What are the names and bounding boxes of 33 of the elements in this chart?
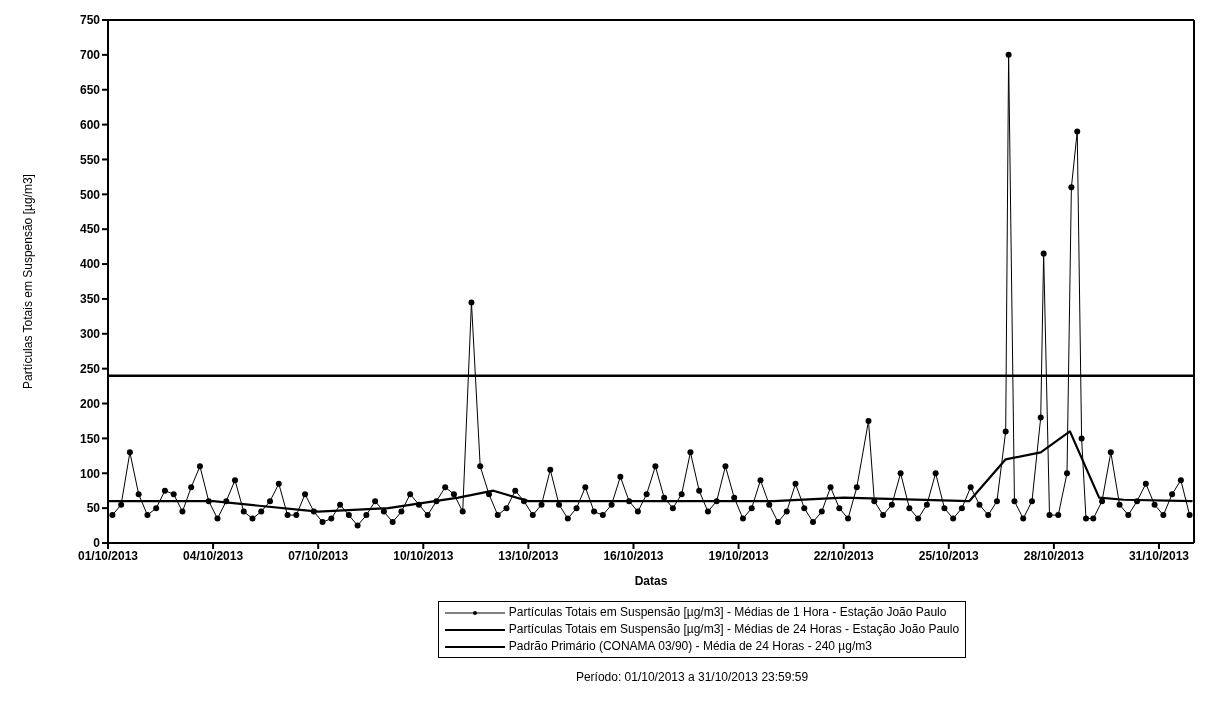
x-axis-title: Datas bbox=[634, 574, 668, 588]
y-tick-label: 350 bbox=[79, 292, 101, 307]
x-tick-label: 22/10/2013 bbox=[813, 548, 875, 563]
x-tick-label: 04/10/2013 bbox=[183, 548, 244, 563]
y-tick-label: 550 bbox=[79, 152, 101, 167]
y-tick-label: 50 bbox=[86, 501, 101, 516]
y-tick-label: 650 bbox=[79, 82, 101, 97]
y-tick-label: 750 bbox=[79, 13, 101, 28]
legend-label: Partículas Totais em Suspensão [µg/m3] - Médias de 24 Horas - Estação João Paulo bbox=[508, 621, 960, 638]
y-tick-label: 300 bbox=[79, 327, 101, 342]
y-tick-label: 450 bbox=[79, 222, 101, 237]
x-tick-label: 25/10/2013 bbox=[918, 548, 980, 563]
text: Período: 01/10/2013 a 31/10/2013 23:59:59 bbox=[574, 670, 810, 684]
legend-label: Padrão Primário (CONAMA 03/90) - Média de 24 Horas - 240 µg/m3 bbox=[508, 638, 872, 655]
x-tick-label: 10/10/2013 bbox=[393, 548, 454, 563]
legend-label: Partículas Totais em Suspensão [µg/m3] - Médias de 1 Hora - Estação João Paulo bbox=[508, 604, 947, 621]
y-tick-label: 200 bbox=[79, 396, 101, 411]
x-tick-label: 28/10/2013 bbox=[1023, 548, 1085, 563]
x-tick-label: 19/10/2013 bbox=[708, 548, 769, 563]
x-tick-label: 01/10/2013 bbox=[77, 548, 139, 563]
y-tick-label: 150 bbox=[79, 431, 101, 446]
x-tick-label: 31/10/2013 bbox=[1128, 548, 1190, 563]
y-tick-label: 400 bbox=[79, 257, 101, 272]
x-tick-label: 16/10/2013 bbox=[603, 548, 664, 563]
y-tick-label: 100 bbox=[79, 466, 101, 481]
y-axis-title: Partículas Totais em Suspensão [µg/m3] bbox=[21, 174, 36, 389]
x-tick-label: 07/10/2013 bbox=[288, 548, 349, 563]
y-tick-label: 0 bbox=[93, 536, 101, 551]
y-tick-label: 700 bbox=[79, 48, 101, 63]
x-tick-label: 13/10/2013 bbox=[498, 548, 559, 563]
y-tick-label: 600 bbox=[79, 117, 101, 132]
y-tick-label: 250 bbox=[79, 361, 101, 376]
y-tick-label: 500 bbox=[79, 187, 101, 202]
